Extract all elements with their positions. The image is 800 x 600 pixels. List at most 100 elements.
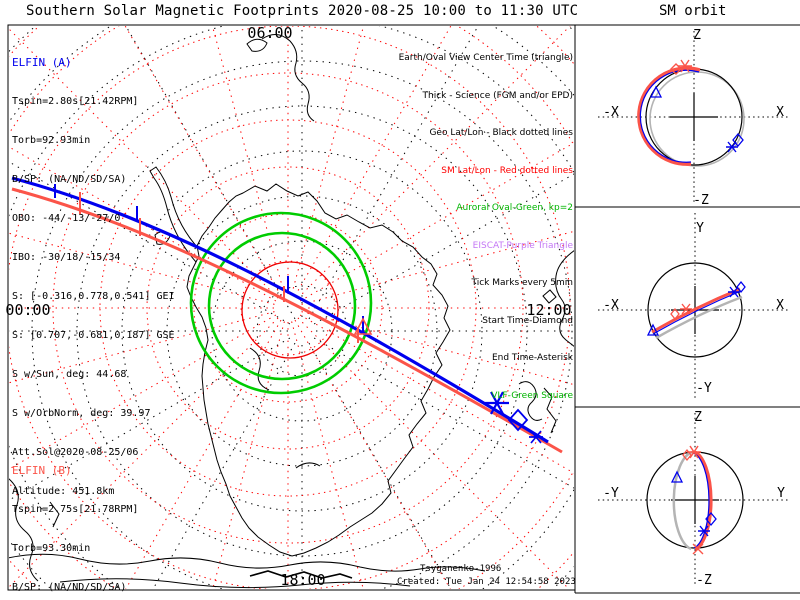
info-line: OBO: -44/-13/-27/0 [12, 213, 121, 224]
grid-radial [291, 26, 365, 295]
orbit-line-gray [655, 295, 743, 340]
legend-item: Auroral Oval-Green, kp=2 [456, 203, 573, 213]
grid-circle [121, 150, 483, 512]
coast-bottom-band-2 [59, 578, 411, 589]
axis-label: -Z [696, 573, 712, 588]
asterisk-icon [726, 141, 738, 153]
elfin-a-track [11, 176, 549, 444]
coast-right-edge [555, 250, 574, 347]
mlt-label-1800: 18:00 [280, 571, 325, 589]
diamond-icon [736, 280, 746, 294]
legend-item: VLF-Green Square [491, 390, 573, 401]
end-time-asterisk-icon [485, 391, 509, 415]
coastlines [9, 34, 574, 589]
antarctic-peninsula-coastline [149, 166, 200, 263]
legend-item: Geo Lat/Lon - Black dotted lines [429, 128, 573, 138]
cross-icon [692, 543, 704, 555]
coast-bottom-left-1 [9, 478, 39, 582]
island-top [246, 38, 268, 52]
triangle-icon [670, 470, 684, 483]
ice-shelf-line-2 [295, 462, 321, 469]
grid-circle [193, 213, 383, 403]
grid-circle [31, 60, 573, 589]
orbit-panel-yz [598, 413, 790, 586]
legend-item: SM Lat/Lon - Red dotted lines [441, 165, 573, 176]
legend-item: EISCAT-Purple Triangle [472, 240, 573, 251]
coast-bottom-left-2 [49, 501, 60, 528]
grid-circle [146, 166, 430, 450]
info-line: Tspin=2.80s[21.42RPM] [12, 96, 139, 107]
triangle-icon [649, 85, 663, 98]
elfin-a-orbit-arc [692, 452, 710, 549]
antarctica-coastline [186, 183, 451, 557]
end-time-asterisk-2-icon [529, 430, 543, 444]
axis-label: -X [603, 105, 619, 120]
info-line: Torb=93.30min [12, 543, 91, 554]
grid-circle [240, 260, 336, 356]
coast-lower-right-1 [518, 381, 543, 421]
axis-label: X [776, 105, 784, 120]
auroral-oval-inner [207, 231, 357, 381]
grid-radial [291, 321, 364, 589]
info-line: Torb=92.93min [12, 135, 91, 146]
panel-borders [7, 24, 800, 594]
diamond-icon [670, 63, 682, 75]
plot-title: Southern Solar Magnetic Footprints 2020-… [26, 3, 579, 19]
axis-label: -Z [693, 193, 709, 208]
coast-bottom-blob [249, 570, 353, 579]
axis-label: Y [696, 221, 704, 236]
legend-item: Start Time-Diamond [482, 315, 573, 326]
oval-center-time-triangle-icon [353, 317, 373, 335]
model-credit: Tsyganenko-1996 [420, 564, 502, 574]
elfin-a-header: ELFIN (A) [12, 56, 72, 69]
asterisk-icon [680, 303, 692, 315]
info-line: Altitude: 451.8km [12, 486, 115, 497]
legend-item: Thick - Science (FGM and/or EPD) [422, 90, 573, 101]
elfin-b-info: ELFIN (B) Tspin=2.75s[21.78RPM] Torb=93.… [12, 438, 181, 600]
legend-item: Tick Marks every 5min [471, 278, 573, 288]
elfin-b-orbit-arc [637, 66, 701, 166]
info-line: S: [-0.316,0.778,0.541] GEI [12, 291, 175, 302]
elfin-b-header: ELFIN (B) [12, 464, 72, 477]
diamond-icon [705, 511, 717, 527]
diamond-icon [732, 132, 744, 148]
coast-lower-right-2 [543, 387, 557, 434]
info-line: B/SP: (NA/ND/SD/SA) [12, 174, 127, 185]
sm-grid [9, 26, 574, 589]
mlt-label-0600: 06:00 [247, 24, 292, 42]
legend-item: Earth/Oval View Center Time (triangle) [398, 53, 573, 63]
mlt-label-0000: 00:00 [5, 301, 50, 319]
asterisk-icon [728, 286, 740, 298]
elfin-a-orbit-arc [639, 69, 700, 163]
diamond-icon [670, 307, 680, 321]
asterisk-icon [678, 59, 692, 73]
info-line: B/SP: (NA/ND/SD/SA) [12, 582, 127, 593]
legend-item: End Time-Asterisk [491, 353, 573, 363]
elfin-a-orbit-line [652, 290, 742, 335]
grid-circle [166, 195, 438, 467]
sm-orbit-title: SM orbit [659, 3, 727, 19]
info-line: S w/Sun, deg: 44.68 [12, 369, 127, 380]
info-line: Att.Sol@2020-08-25/06 [12, 447, 139, 458]
axis-label: -Y [603, 486, 619, 501]
coast-bottom-band-1 [9, 553, 486, 572]
info-line: IBO: -30/18/-15/34 [12, 252, 121, 263]
grid-circle [52, 72, 524, 544]
start-time-diamond-icon [507, 408, 529, 432]
orbit-circle-black [647, 262, 743, 358]
axis-label: Z [693, 28, 701, 43]
ice-shelf-line [249, 347, 270, 391]
coast-top-center [261, 34, 315, 122]
orbit-circle-gray [649, 71, 745, 167]
axis-label: Z [694, 410, 702, 425]
elfin-b-orbit-arc [693, 450, 713, 551]
info-line: S w/OrbNorm, deg: 39.97 [12, 408, 151, 419]
island-right [542, 289, 557, 304]
asterisk-icon [698, 525, 710, 537]
orbit-panel-xz [598, 31, 790, 203]
info-line: S: [0.707,-0.681,0.187] GSE [12, 330, 175, 341]
orbit-panel-xy [598, 213, 790, 400]
axis-label: -Y [696, 381, 712, 396]
axis-label: X [776, 298, 784, 313]
